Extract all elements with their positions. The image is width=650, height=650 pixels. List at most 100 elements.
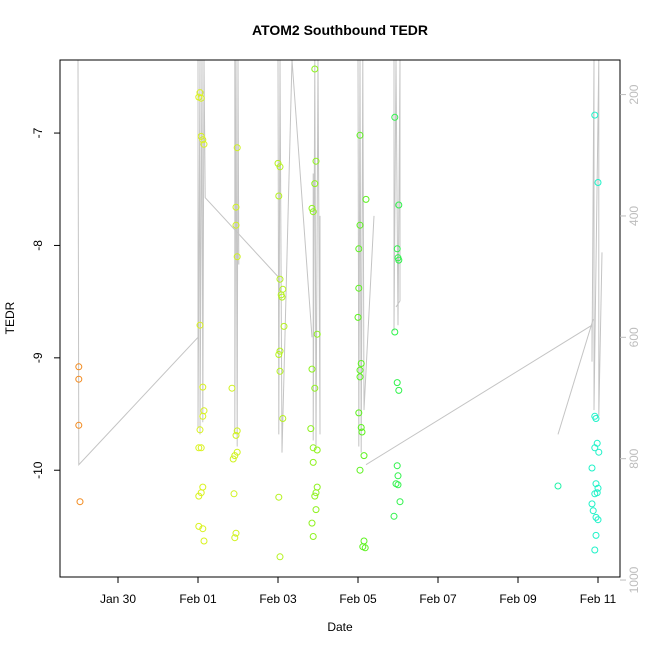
data-point xyxy=(199,136,207,144)
data-point xyxy=(233,427,241,435)
y-axis-label: TEDR xyxy=(3,301,17,334)
data-point xyxy=(356,221,364,229)
data-point xyxy=(307,425,315,433)
data-point xyxy=(393,245,401,253)
data-point xyxy=(394,481,402,489)
data-point xyxy=(200,140,208,148)
data-point xyxy=(197,444,205,452)
x-axis: Jan 30 Feb 01 Feb 03 Feb 05 Feb 07 Feb 09 Feb … xyxy=(100,577,617,606)
data-point xyxy=(76,498,84,506)
data-points xyxy=(75,65,603,561)
data-point xyxy=(309,533,317,540)
data-point xyxy=(395,386,403,394)
data-point xyxy=(588,464,596,472)
data-point xyxy=(360,537,368,545)
data-point xyxy=(195,492,203,500)
data-point xyxy=(591,444,599,452)
data-point xyxy=(360,452,368,460)
data-point xyxy=(308,519,316,527)
data-point xyxy=(394,472,402,480)
data-point xyxy=(594,179,602,186)
data-point xyxy=(199,525,207,533)
data-point xyxy=(354,313,362,321)
y2-tick-label: 600 xyxy=(627,327,641,347)
data-point xyxy=(357,360,365,367)
y2-tick-label: 400 xyxy=(627,206,641,226)
data-point xyxy=(355,284,363,292)
data-point xyxy=(355,245,363,253)
data-point xyxy=(233,253,241,261)
data-point xyxy=(356,131,364,139)
data-point xyxy=(232,221,240,229)
data-point xyxy=(231,534,239,542)
data-point xyxy=(592,513,600,521)
data-point xyxy=(311,65,319,73)
data-point xyxy=(309,444,317,452)
data-point xyxy=(75,375,83,383)
profile-line xyxy=(277,59,313,453)
y2-tick-label: 200 xyxy=(627,84,641,104)
x-tick-label: Feb 01 xyxy=(179,592,217,606)
data-point xyxy=(276,163,284,171)
data-point xyxy=(197,94,205,102)
data-point xyxy=(196,426,204,434)
y2-tick-label: 800 xyxy=(627,448,641,468)
data-point xyxy=(199,483,207,491)
x-tick-label: Feb 03 xyxy=(259,592,297,606)
data-point xyxy=(593,489,601,497)
data-point xyxy=(395,201,403,209)
data-point xyxy=(197,132,205,140)
data-point xyxy=(232,203,240,211)
x-axis-label: Date xyxy=(327,620,353,634)
data-point xyxy=(356,373,364,381)
profile-line xyxy=(357,59,375,453)
data-point xyxy=(276,347,284,355)
y-tick-label: -9 xyxy=(31,352,45,363)
profile-line xyxy=(365,59,603,466)
profile-line xyxy=(312,59,321,447)
data-point xyxy=(276,367,284,375)
data-point xyxy=(391,328,399,336)
data-point xyxy=(311,180,319,188)
data-point xyxy=(393,462,401,470)
data-point xyxy=(195,522,203,530)
x-tick-label: Feb 11 xyxy=(580,592,617,606)
chart-title: ATOM2 Southbound TEDR xyxy=(252,22,428,38)
data-point xyxy=(313,446,321,454)
data-point xyxy=(200,537,208,545)
y-tick-label: -7 xyxy=(31,127,45,138)
data-point xyxy=(275,192,283,200)
data-point xyxy=(278,293,286,301)
data-point xyxy=(591,546,599,554)
data-point xyxy=(356,366,364,374)
data-point xyxy=(312,157,320,165)
data-point xyxy=(362,195,370,203)
data-point xyxy=(228,384,236,392)
data-point xyxy=(591,111,599,119)
data-point xyxy=(75,363,83,371)
profile-line xyxy=(234,59,240,447)
data-point xyxy=(312,489,320,497)
data-point xyxy=(395,256,403,264)
data-point xyxy=(396,498,404,506)
data-point xyxy=(232,529,240,537)
data-point xyxy=(199,383,207,391)
x-tick-label: Feb 09 xyxy=(499,592,537,606)
data-point xyxy=(356,466,364,474)
data-point xyxy=(595,448,603,456)
y-axis-left: -7 -8 -9 -10 xyxy=(31,127,60,479)
data-point xyxy=(229,455,237,463)
data-point xyxy=(594,484,602,492)
data-point xyxy=(230,490,238,498)
data-point xyxy=(308,365,316,373)
profile-line xyxy=(557,318,594,435)
data-point xyxy=(361,544,369,552)
profile-lines xyxy=(77,59,603,466)
x-tick-label: Feb 05 xyxy=(339,592,377,606)
data-point xyxy=(592,531,600,539)
data-point xyxy=(75,421,83,429)
data-point xyxy=(309,208,317,216)
data-point xyxy=(358,428,366,436)
data-point xyxy=(195,444,203,452)
